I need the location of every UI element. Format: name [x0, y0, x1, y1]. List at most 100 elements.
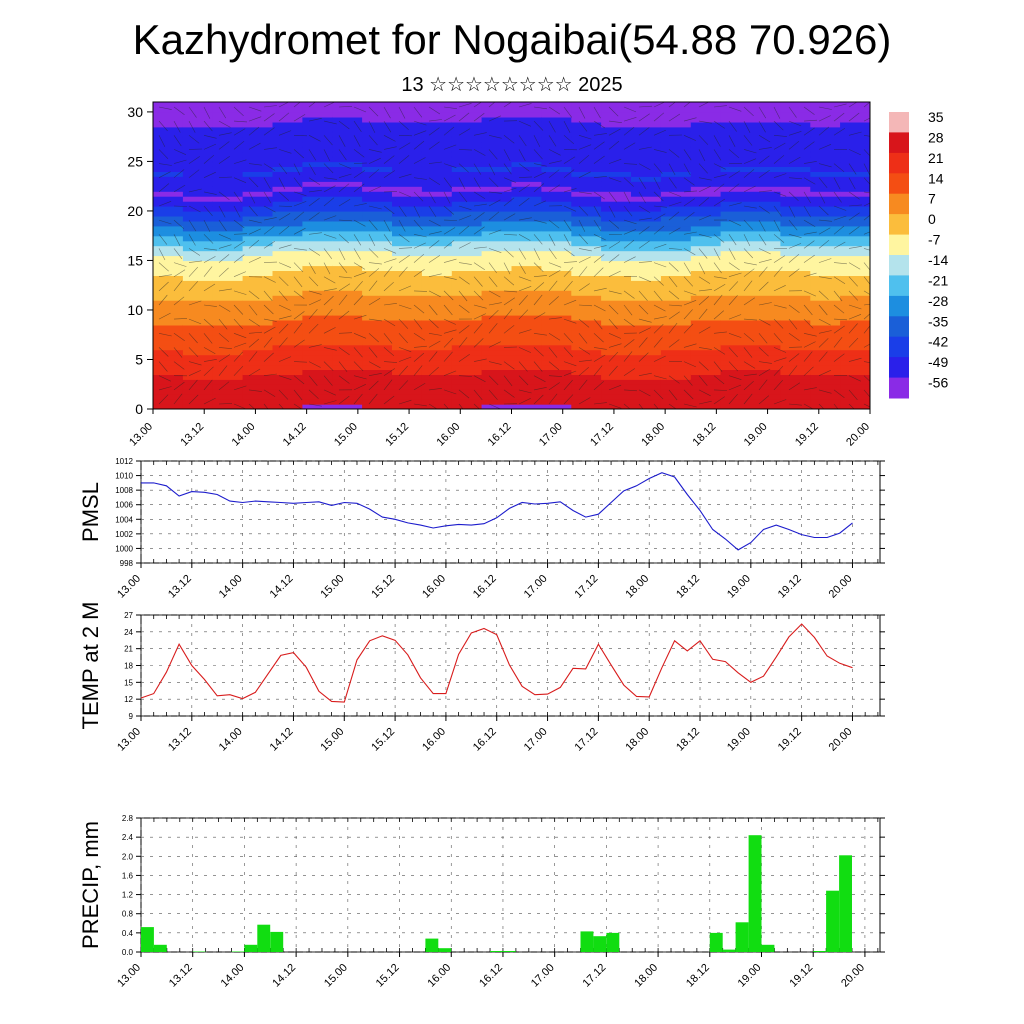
wind-barb [578, 135, 592, 140]
heatmap-cell [362, 151, 393, 158]
heatmap-cell [511, 131, 542, 138]
heatmap-cell [840, 324, 870, 331]
wind-barb [173, 381, 185, 391]
x-tick-label: 19.00 [742, 421, 770, 449]
heatmap-cell [631, 314, 662, 321]
wind-barb [848, 163, 857, 175]
heatmap-cell [750, 379, 781, 385]
wind-barb [383, 266, 393, 277]
wind-barb [413, 120, 427, 126]
wind-barb [848, 337, 859, 348]
heatmap-cell [212, 280, 244, 286]
wind-barb [758, 155, 770, 164]
heatmap-cell [182, 394, 214, 400]
heatmap-cell [690, 314, 722, 321]
heatmap-cell [571, 359, 602, 366]
heatmap-cell [571, 220, 602, 227]
heatmap-cell [392, 111, 423, 118]
heatmap-cell [631, 210, 662, 217]
colorbar-swatch [889, 214, 909, 235]
heatmap-cell [242, 324, 274, 331]
wind-barb [863, 135, 870, 137]
wind-barb [668, 177, 677, 189]
x-tick-label: 16.12 [477, 962, 505, 990]
wind-barb [473, 112, 485, 122]
wind-barb [368, 361, 381, 369]
heatmap-cell [780, 230, 811, 237]
heatmap-cell [242, 136, 274, 143]
heatmap-cell [690, 230, 722, 237]
heatmap-cell [153, 275, 184, 281]
heatmap-cell [571, 102, 602, 108]
wind-barb [443, 163, 457, 168]
heatmap-cell [182, 206, 214, 212]
wind-barb [443, 276, 457, 280]
heatmap-cell [481, 196, 513, 202]
wind-barb [488, 149, 498, 160]
wind-barb [338, 375, 350, 384]
wind-barb [623, 205, 633, 217]
heatmap-cell [810, 186, 841, 192]
heatmap-cell [332, 359, 363, 366]
heatmap-cell [481, 319, 513, 326]
heatmap-cell [750, 404, 781, 409]
precip-bar [270, 931, 284, 952]
heatmap-cell [720, 250, 752, 257]
wind-barb [713, 310, 724, 320]
heatmap-cell [571, 136, 602, 143]
wind-barb [563, 120, 571, 133]
heatmap-cell [302, 314, 333, 321]
wind-barb [638, 276, 652, 283]
wind-barb [548, 280, 558, 292]
wind-barb [623, 163, 638, 165]
wind-barb [848, 276, 858, 287]
heatmap-cell [332, 201, 363, 207]
colorbar-swatch [889, 173, 909, 195]
heatmap-cell [332, 265, 363, 271]
wind-barb [203, 366, 214, 376]
heatmap-cell [392, 319, 423, 326]
wind-barb [308, 248, 321, 256]
heatmap-cell [840, 399, 870, 405]
wind-barb [353, 272, 367, 277]
heatmap-cell [481, 136, 513, 143]
wind-barb [488, 163, 496, 176]
wind-barb [638, 318, 652, 323]
wind-barb [368, 135, 378, 146]
wind-barb [563, 106, 573, 118]
wind-barb [698, 326, 711, 334]
wind-barb [773, 155, 785, 164]
wind-barb [773, 173, 787, 178]
heatmap-cell [660, 300, 692, 306]
wind-barb [323, 361, 334, 371]
heatmap-cell [421, 210, 453, 217]
wind-barb [578, 266, 588, 277]
wind-barb [593, 176, 607, 178]
heatmap-cell [153, 389, 184, 395]
heatmap-cell [362, 275, 393, 281]
wind-barb [203, 120, 213, 132]
wind-barb [653, 191, 664, 202]
heatmap-cell [182, 310, 214, 316]
heatmap-cell [541, 191, 572, 197]
heatmap-cell [810, 265, 841, 271]
wind-barb [413, 290, 428, 292]
wind-barb [278, 304, 291, 311]
heatmap-cell [690, 235, 722, 242]
heatmap-cell [660, 339, 692, 346]
y-tick-label: 1002 [115, 530, 133, 539]
heatmap-cell [720, 116, 752, 123]
heatmap-cell [421, 324, 453, 331]
heatmap-cell [481, 349, 513, 356]
heatmap-cell [332, 141, 363, 148]
heatmap-cell [840, 310, 870, 316]
heatmap-cell [481, 324, 513, 331]
heatmap-cell [720, 344, 752, 351]
heatmap-cell [720, 230, 752, 237]
heatmap-cell [302, 220, 333, 227]
heatmap-cell [421, 349, 453, 356]
heatmap-cell [272, 206, 303, 212]
wind-barb [833, 191, 842, 203]
wind-barb [803, 161, 817, 164]
heatmap-cell [750, 339, 781, 346]
